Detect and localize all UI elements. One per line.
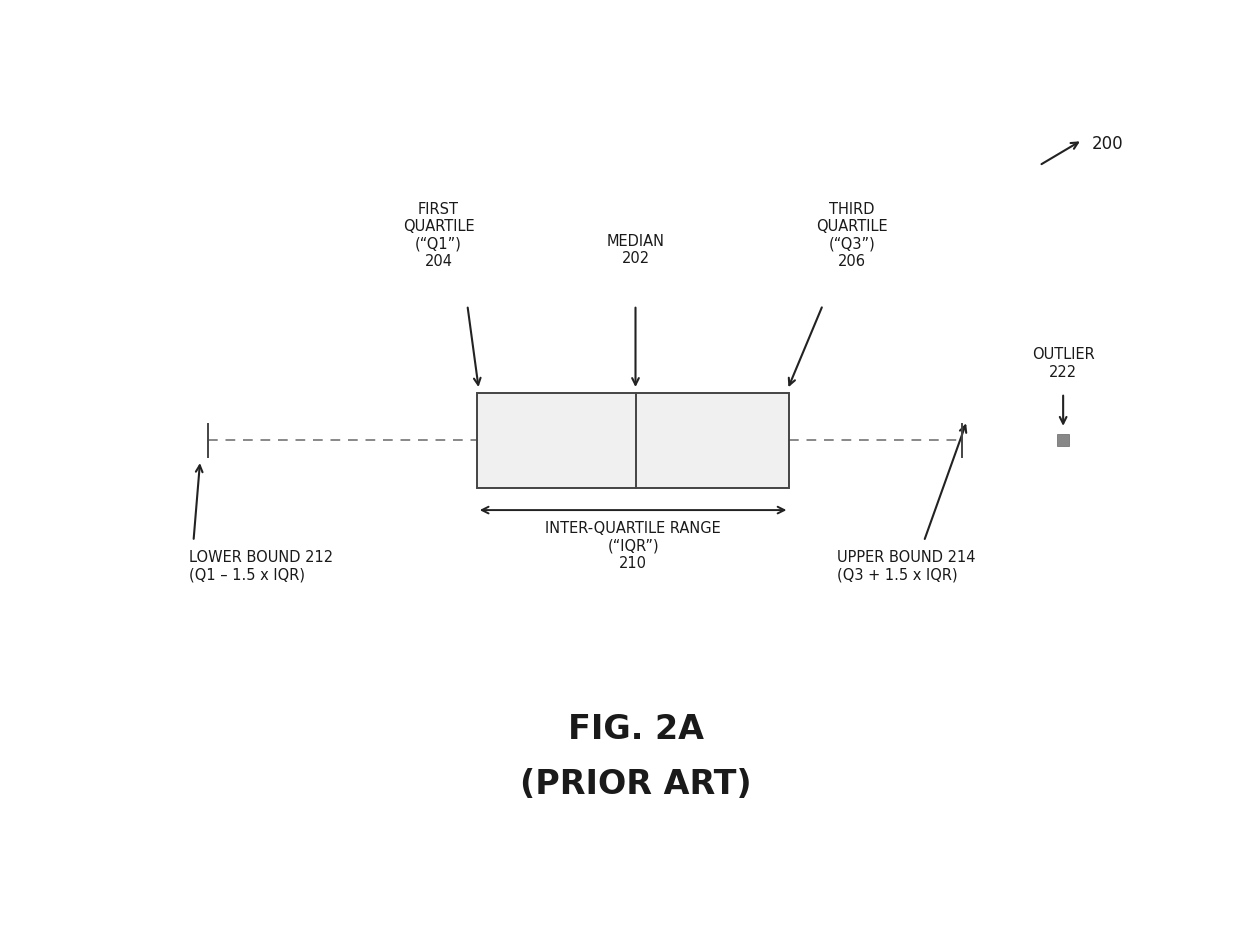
Text: UPPER BOUND 214
(Q3 + 1.5 x IQR): UPPER BOUND 214 (Q3 + 1.5 x IQR) bbox=[837, 550, 976, 583]
Text: 200: 200 bbox=[1092, 134, 1123, 152]
Text: MEDIAN
202: MEDIAN 202 bbox=[606, 233, 665, 266]
Text: THIRD
QUARTILE
(“Q3”)
206: THIRD QUARTILE (“Q3”) 206 bbox=[816, 202, 888, 268]
Text: LOWER BOUND 212
(Q1 – 1.5 x IQR): LOWER BOUND 212 (Q1 – 1.5 x IQR) bbox=[188, 550, 332, 583]
Text: INTER-QUARTILE RANGE
(“IQR”)
210: INTER-QUARTILE RANGE (“IQR”) 210 bbox=[546, 521, 720, 571]
Text: OUTLIER
222: OUTLIER 222 bbox=[1032, 347, 1095, 380]
Text: (PRIOR ART): (PRIOR ART) bbox=[520, 768, 751, 802]
Bar bbox=[477, 393, 789, 488]
Text: FIRST
QUARTILE
(“Q1”)
204: FIRST QUARTILE (“Q1”) 204 bbox=[403, 202, 475, 268]
Text: FIG. 2A: FIG. 2A bbox=[568, 713, 703, 746]
